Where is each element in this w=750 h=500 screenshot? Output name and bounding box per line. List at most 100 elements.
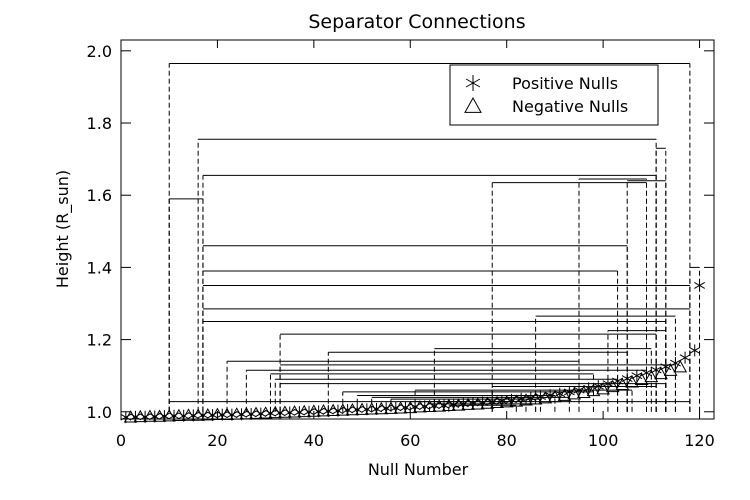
negative-null-point (490, 395, 504, 409)
positive-null-point (149, 410, 161, 423)
x-tick-label: 20 (207, 431, 227, 450)
negative-null-point (133, 409, 148, 423)
negative-null-point (528, 392, 543, 405)
negative-null-point (393, 401, 408, 414)
negative-null-point (644, 369, 659, 383)
negative-null-point (413, 400, 427, 413)
asterisk-stroke (650, 366, 662, 374)
negative-null-point (557, 388, 572, 401)
negative-null-point (673, 359, 688, 373)
asterisk-stroke (178, 412, 190, 420)
x-tick-label: 100 (588, 431, 619, 450)
legend-triangle-icon (464, 96, 482, 113)
x-tick-label: 80 (497, 431, 517, 450)
legend-asterisk (465, 75, 481, 91)
asterisk-stroke (679, 354, 691, 362)
positive-null-point (641, 366, 652, 379)
asterisk-stroke (226, 411, 238, 419)
negative-null-point (152, 409, 167, 422)
positive-null-point (669, 357, 681, 370)
asterisk-stroke (168, 412, 180, 420)
negative-null-point (605, 379, 620, 393)
x-axis-label: Null Number (368, 460, 469, 479)
asterisk-stroke (689, 346, 701, 354)
negative-null-point (432, 399, 447, 412)
asterisk-stroke (371, 405, 382, 413)
negative-null-point (268, 405, 283, 419)
asterisk-stroke (236, 410, 247, 418)
negative-null-point (470, 397, 485, 410)
negative-null-point (480, 396, 495, 409)
negative-null-point (316, 404, 331, 417)
asterisk-stroke (621, 375, 633, 383)
asterisk-stroke (612, 377, 624, 385)
plot-frame (120, 39, 715, 420)
asterisk-stroke (207, 411, 219, 419)
asterisk-stroke (583, 384, 595, 392)
negative-null-point (499, 395, 514, 408)
negative-null-point (200, 407, 215, 421)
legend-label-negative: Negative Nulls (512, 97, 628, 116)
negative-null-point (172, 408, 186, 422)
negative-null-point (538, 391, 553, 404)
asterisk-stroke (149, 413, 161, 420)
negative-null-point (326, 403, 340, 416)
negative-null-point (384, 401, 398, 414)
negative-null-point (143, 409, 157, 422)
negative-null-point (461, 397, 475, 410)
asterisk-stroke (361, 405, 373, 413)
asterisk-stroke (332, 407, 344, 415)
asterisk-stroke (255, 410, 267, 418)
negative-null-point (297, 404, 312, 418)
positive-null-point (650, 363, 662, 376)
legend-box (449, 64, 659, 126)
y-tick-label: 2.0 (87, 42, 112, 61)
asterisk-stroke (465, 78, 481, 88)
null-markers (120, 279, 705, 424)
asterisk-stroke (265, 409, 276, 417)
negative-null-point (567, 387, 582, 400)
y-tick-label: 1.4 (87, 258, 112, 277)
negative-null-point (663, 363, 678, 376)
positive-null-point (694, 279, 705, 292)
asterisk-stroke (641, 369, 652, 377)
negative-null-point (451, 398, 466, 411)
negative-null-point (654, 366, 668, 380)
negative-null-point (441, 398, 456, 411)
asterisk-stroke (274, 409, 286, 417)
asterisk-stroke (351, 406, 363, 414)
asterisk-stroke (158, 412, 170, 420)
y-axis-ticks: 1.0 1.2 1.4 1.6 1.8 2.0 (87, 42, 714, 422)
legend-triangle (464, 96, 482, 113)
asterisk-stroke (573, 386, 585, 394)
negative-null-point (181, 408, 196, 421)
x-tick-label: 40 (304, 431, 324, 450)
asterisk-stroke (669, 359, 681, 367)
positive-null-point (689, 344, 701, 357)
negative-null-point (422, 399, 437, 413)
negative-null-point (625, 375, 639, 388)
asterisk-stroke (563, 388, 575, 396)
legend: Positive Nulls Negative Nulls (449, 64, 659, 126)
asterisk-stroke (554, 390, 566, 398)
asterisk-stroke (216, 411, 228, 419)
asterisk-stroke (322, 407, 334, 415)
y-tick-label: 1.6 (87, 186, 112, 205)
negative-null-point (278, 405, 292, 418)
negative-null-point (191, 408, 205, 421)
negative-null-point (586, 383, 601, 397)
negative-null-point (355, 402, 369, 415)
negative-null-point (615, 377, 630, 391)
negative-null-point (374, 401, 389, 415)
positive-null-point (660, 360, 672, 373)
chart-title: Separator Connections (308, 11, 525, 33)
negative-null-point (364, 402, 379, 415)
asterisk-stroke (342, 406, 354, 414)
negative-null-point (123, 410, 138, 423)
negative-null-point (249, 406, 263, 419)
legend-label-positive: Positive Nulls (512, 74, 618, 93)
asterisk-stroke (293, 408, 305, 416)
asterisk-stroke (187, 411, 199, 419)
asterisk-stroke (303, 408, 315, 416)
